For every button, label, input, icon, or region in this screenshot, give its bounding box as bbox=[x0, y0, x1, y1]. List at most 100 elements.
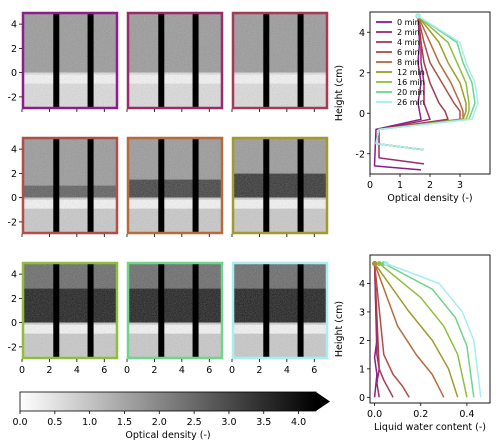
y-tick-label: 1 bbox=[359, 364, 365, 375]
panel-texture bbox=[127, 137, 223, 234]
legend-label: 2 min bbox=[397, 28, 420, 37]
chart-frame bbox=[369, 254, 491, 404]
series-marker bbox=[383, 261, 389, 266]
legend-label: 16 min bbox=[397, 78, 425, 87]
panel-y-tick-label: 0 bbox=[11, 193, 17, 204]
series-line bbox=[378, 262, 468, 398]
panel-vertical-strip bbox=[192, 12, 199, 109]
panel-frame bbox=[21, 11, 119, 110]
liquid-water-chart: 0.0 0.2 0.4 0 1 2 3 4 Liquid water content (-) He… bbox=[334, 254, 491, 433]
image-panel bbox=[126, 261, 224, 360]
panel-x-tick-label: 0 bbox=[124, 365, 130, 376]
colorbar: 0.0 0.5 1.0 1.5 2.0 2.5 3.0 3.5 4.0 Optical densi… bbox=[12, 391, 330, 441]
panel-vertical-strip bbox=[192, 262, 199, 359]
y-tick-label: 4 bbox=[359, 28, 365, 39]
panel-vertical-strip bbox=[53, 262, 60, 359]
colorbar-tick-label: 1.0 bbox=[82, 417, 97, 428]
panel-y-tick-label: 2 bbox=[11, 44, 17, 55]
y-axis-label: Height (cm) bbox=[334, 65, 345, 121]
y-tick-label: -2 bbox=[356, 149, 365, 160]
panel-x-tick-label: 4 bbox=[284, 365, 290, 376]
image-panel bbox=[231, 136, 329, 235]
panel-vertical-strip bbox=[87, 12, 94, 109]
panel-y-tick-label: 0 bbox=[11, 68, 17, 79]
panel-texture bbox=[22, 262, 118, 359]
colorbar-extend-arrow bbox=[316, 392, 330, 411]
colorbar-tick-label: 2.5 bbox=[187, 417, 202, 428]
panel-y-tick-label: 4 bbox=[11, 145, 17, 156]
image-panel bbox=[126, 136, 224, 235]
colorbar-label: Optical density (-) bbox=[125, 430, 210, 441]
panel-x-tick-label: 6 bbox=[311, 365, 317, 376]
panel-texture bbox=[127, 262, 223, 359]
panel-x-tick-label: 4 bbox=[74, 365, 80, 376]
image-panel bbox=[21, 136, 119, 235]
panel-texture bbox=[22, 137, 118, 234]
colorbar-tick-label: 0.5 bbox=[47, 417, 62, 428]
colorbar-tick-label: 3.0 bbox=[221, 417, 236, 428]
series-line bbox=[375, 15, 479, 151]
x-tick-label: 1 bbox=[397, 180, 403, 191]
series-marker bbox=[376, 261, 382, 266]
panel-frame bbox=[126, 11, 224, 110]
colorbar-gradient bbox=[20, 392, 316, 411]
series-line bbox=[373, 16, 422, 171]
x-axis-label: Liquid water content (-) bbox=[374, 422, 486, 433]
chart-series-group bbox=[372, 261, 482, 398]
panel-vertical-strip bbox=[158, 12, 165, 109]
panel-x-tick-label: 2 bbox=[151, 365, 157, 376]
panel-axes: 4 2 0 -2 4 2 0 -2 4 2 0 -2 0 2 4 6 0 2 4 6 0 2 4 6 bbox=[8, 20, 318, 376]
panel-frame bbox=[231, 11, 329, 110]
colorbar-tick-label: 0.0 bbox=[12, 417, 27, 428]
panel-vertical-strip bbox=[263, 262, 270, 359]
series-line bbox=[385, 262, 482, 398]
panel-vertical-strip bbox=[297, 12, 304, 109]
colorbar-tick-label: 2.0 bbox=[152, 417, 167, 428]
panel-vertical-strip bbox=[158, 137, 165, 234]
y-axis-label: Height (cm) bbox=[334, 301, 345, 357]
panel-x-tick-label: 0 bbox=[229, 365, 235, 376]
panel-vertical-strip bbox=[87, 262, 94, 359]
y-tick-label: 4 bbox=[359, 279, 365, 290]
optical-density-chart: 0 1 2 3 -2 0 2 4 Optical density (-) Height (cm) 0… bbox=[334, 11, 491, 204]
series-marker bbox=[372, 261, 378, 266]
panel-vertical-strip bbox=[263, 137, 270, 234]
y-tick-label: 3 bbox=[359, 307, 365, 318]
panel-texture bbox=[127, 12, 223, 109]
panel-vertical-strip bbox=[158, 262, 165, 359]
series-line bbox=[373, 263, 410, 398]
panel-x-tick-label: 6 bbox=[206, 365, 212, 376]
legend-label: 8 min bbox=[397, 58, 420, 67]
chart-frame bbox=[369, 11, 491, 175]
panel-vertical-strip bbox=[297, 137, 304, 234]
panel-frame bbox=[126, 261, 224, 360]
panel-y-tick-label: -2 bbox=[8, 92, 17, 103]
image-panel bbox=[21, 11, 119, 110]
y-tick-label: 2 bbox=[359, 336, 365, 347]
image-panel bbox=[231, 11, 329, 110]
image-panel bbox=[126, 11, 224, 110]
panel-vertical-strip bbox=[297, 262, 304, 359]
panel-frame bbox=[231, 136, 329, 235]
panel-y-tick-label: 4 bbox=[11, 20, 17, 31]
panel-texture bbox=[232, 137, 328, 234]
legend-label: 0 min bbox=[397, 18, 420, 27]
chart-series-group bbox=[373, 13, 479, 171]
panel-y-tick-label: 2 bbox=[11, 169, 17, 180]
panel-y-tick-label: -2 bbox=[8, 342, 17, 353]
x-tick-label: 0.0 bbox=[367, 409, 382, 420]
series-line bbox=[383, 262, 475, 398]
panel-vertical-strip bbox=[87, 137, 94, 234]
x-tick-label: 3 bbox=[457, 180, 463, 191]
legend-label: 6 min bbox=[397, 48, 420, 57]
panel-frame bbox=[231, 261, 329, 360]
colorbar-tick-label: 3.5 bbox=[256, 417, 271, 428]
image-panel bbox=[21, 261, 119, 360]
series-line bbox=[373, 263, 459, 398]
series-marker bbox=[415, 13, 421, 19]
panel-x-tick-label: 2 bbox=[46, 365, 52, 376]
panel-vertical-strip bbox=[192, 137, 199, 234]
panel-x-tick-label: 2 bbox=[256, 365, 262, 376]
